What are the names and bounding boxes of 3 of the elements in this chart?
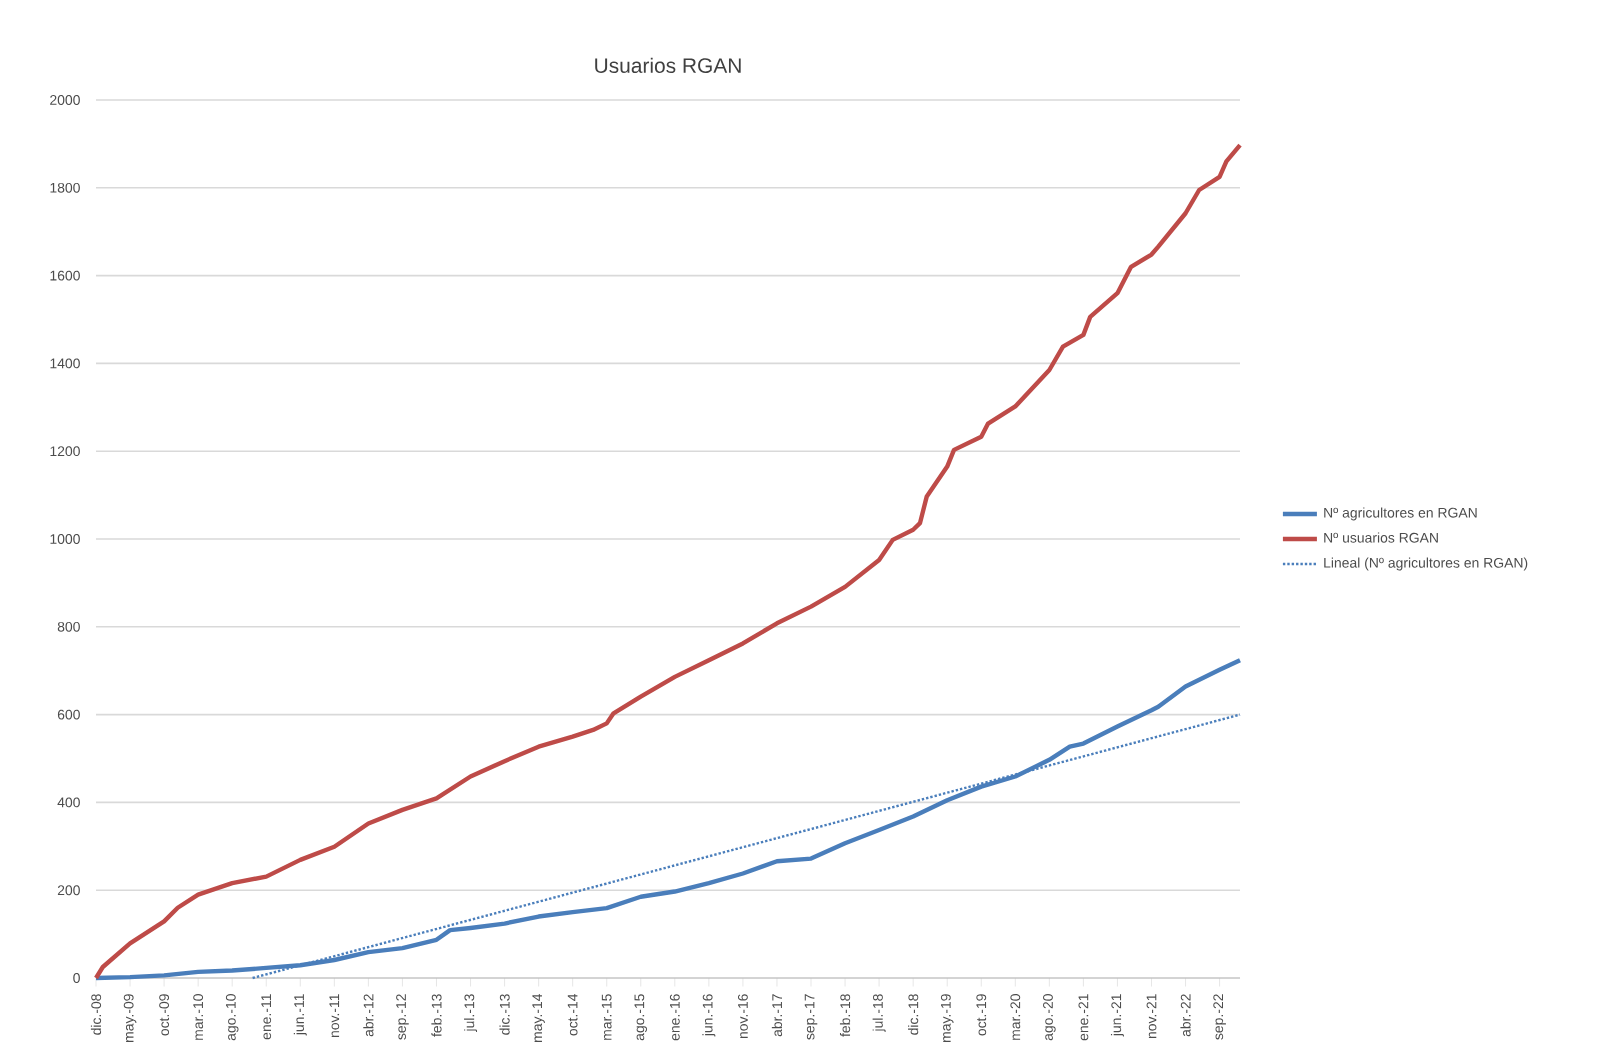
chart-title: Usuarios RGAN xyxy=(595,57,741,74)
line-series xyxy=(93,143,1243,981)
line-series xyxy=(93,657,1243,981)
